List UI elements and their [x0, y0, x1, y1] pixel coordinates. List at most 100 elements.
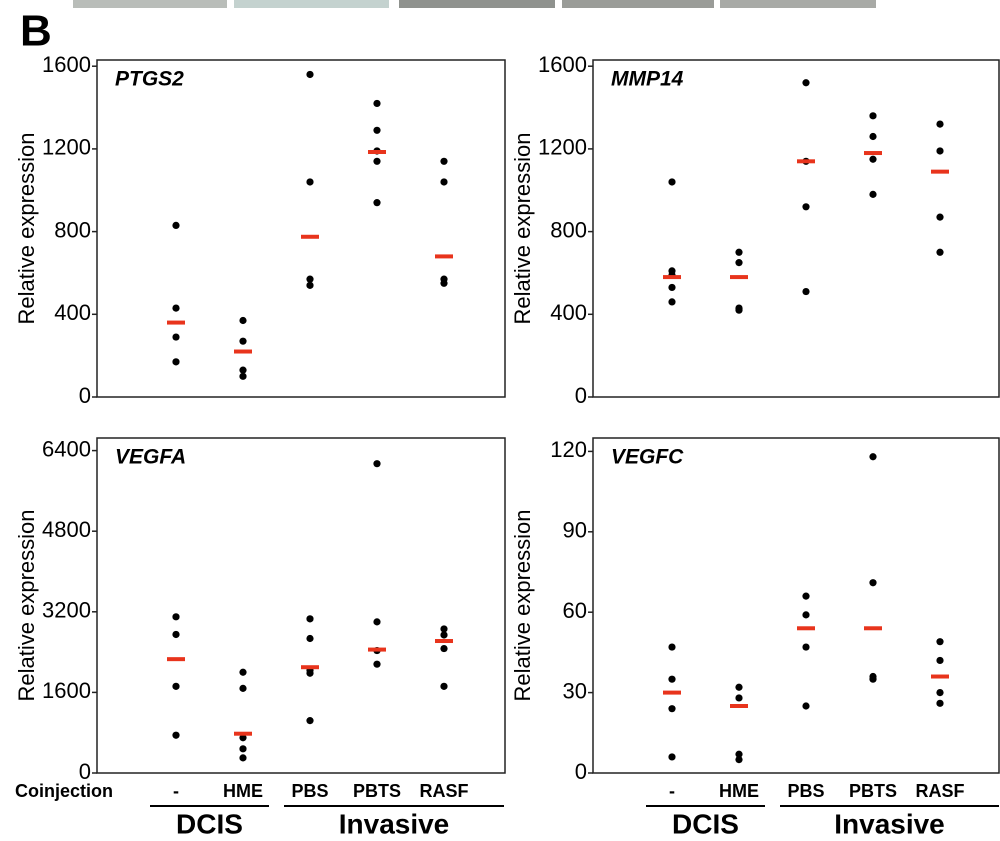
- point: [306, 275, 314, 283]
- point: [869, 675, 877, 683]
- photo: [562, 0, 714, 8]
- point: [306, 70, 314, 79]
- point: [239, 745, 247, 753]
- point: [440, 157, 448, 165]
- y-tick-label: 30: [563, 678, 587, 703]
- point: [239, 372, 247, 380]
- y-tick-label: 1600: [538, 52, 587, 77]
- point: [802, 643, 810, 651]
- photo: [73, 0, 227, 8]
- y-axis-label: Relative expression: [14, 133, 39, 325]
- median-bar: [167, 657, 185, 662]
- point: [306, 669, 314, 677]
- median-bar: [663, 690, 681, 695]
- panel-title: VEGFC: [611, 446, 684, 469]
- y-axis-label: Relative expression: [510, 510, 535, 702]
- y-tick-label: 60: [563, 598, 587, 623]
- x-category-label: HME: [223, 781, 263, 801]
- x-category-label: PBTS: [849, 781, 897, 801]
- y-tick-label: 4800: [42, 517, 91, 542]
- point: [172, 731, 180, 739]
- point: [306, 281, 314, 289]
- plot-frame: [592, 59, 1000, 398]
- median-bar: [368, 647, 386, 652]
- y-tick-label: 800: [550, 217, 587, 242]
- group-label: Invasive: [834, 808, 945, 839]
- x-category-label: -: [173, 781, 179, 801]
- photo: [234, 0, 389, 8]
- point: [373, 618, 381, 626]
- y-tick-label: 1600: [42, 678, 91, 703]
- median-bar: [797, 159, 815, 164]
- median-bar: [931, 674, 949, 679]
- y-tick-label: 1200: [42, 135, 91, 160]
- point: [802, 203, 810, 211]
- panel-label: B: [20, 7, 52, 56]
- y-tick-label: 0: [575, 759, 587, 784]
- group-label: Invasive: [339, 808, 450, 839]
- median-bar: [435, 254, 453, 259]
- point: [239, 684, 247, 692]
- median-bar: [234, 349, 252, 354]
- y-tick-label: 6400: [42, 436, 91, 461]
- point: [735, 756, 743, 764]
- photo-strip: [73, 0, 876, 8]
- point: [440, 682, 448, 690]
- median-bar: [234, 731, 252, 736]
- y-axis-label: Relative expression: [510, 133, 535, 325]
- point: [936, 213, 944, 221]
- point: [172, 333, 180, 341]
- point: [735, 306, 743, 314]
- point: [936, 248, 944, 256]
- y-tick-label: 90: [563, 518, 587, 543]
- point: [306, 178, 314, 186]
- x-category-label: -: [669, 781, 675, 801]
- x-category-label: PBS: [291, 781, 328, 801]
- point: [668, 178, 676, 186]
- y-tick-label: 120: [550, 437, 587, 462]
- y-tick-label: 3200: [42, 598, 91, 623]
- point: [440, 644, 448, 653]
- point: [869, 155, 877, 163]
- point: [668, 643, 676, 651]
- y-tick-label: 0: [575, 383, 587, 408]
- x-category-label: PBTS: [353, 781, 401, 801]
- point: [869, 190, 877, 198]
- point: [172, 221, 180, 229]
- plot-frame: [96, 59, 506, 398]
- point: [735, 750, 743, 758]
- group-label: DCIS: [672, 808, 739, 839]
- median-bar: [435, 639, 453, 644]
- median-bar: [931, 169, 949, 174]
- median-bar: [797, 626, 815, 631]
- point: [172, 358, 180, 366]
- y-tick-label: 0: [79, 759, 91, 784]
- point: [172, 304, 180, 312]
- x-category-label: RASF: [420, 781, 469, 801]
- point: [735, 259, 743, 267]
- point: [373, 660, 381, 668]
- point: [239, 754, 247, 762]
- point: [440, 625, 448, 633]
- point: [936, 147, 944, 155]
- y-tick-label: 1600: [42, 52, 91, 77]
- point: [869, 112, 877, 120]
- panel-title: VEGFA: [115, 446, 186, 469]
- point: [802, 592, 810, 600]
- plot-frame: [592, 437, 1000, 774]
- point: [735, 248, 743, 256]
- point: [239, 734, 247, 742]
- y-axis-label: Relative expression: [14, 510, 39, 702]
- point: [735, 683, 743, 691]
- point: [936, 699, 944, 707]
- point: [239, 668, 247, 676]
- median-bar: [730, 275, 748, 280]
- point: [373, 99, 381, 108]
- point: [373, 199, 381, 207]
- point: [306, 615, 314, 623]
- photo: [720, 0, 876, 8]
- y-tick-label: 400: [550, 300, 587, 325]
- plot-frame: [96, 437, 506, 774]
- point: [936, 656, 944, 665]
